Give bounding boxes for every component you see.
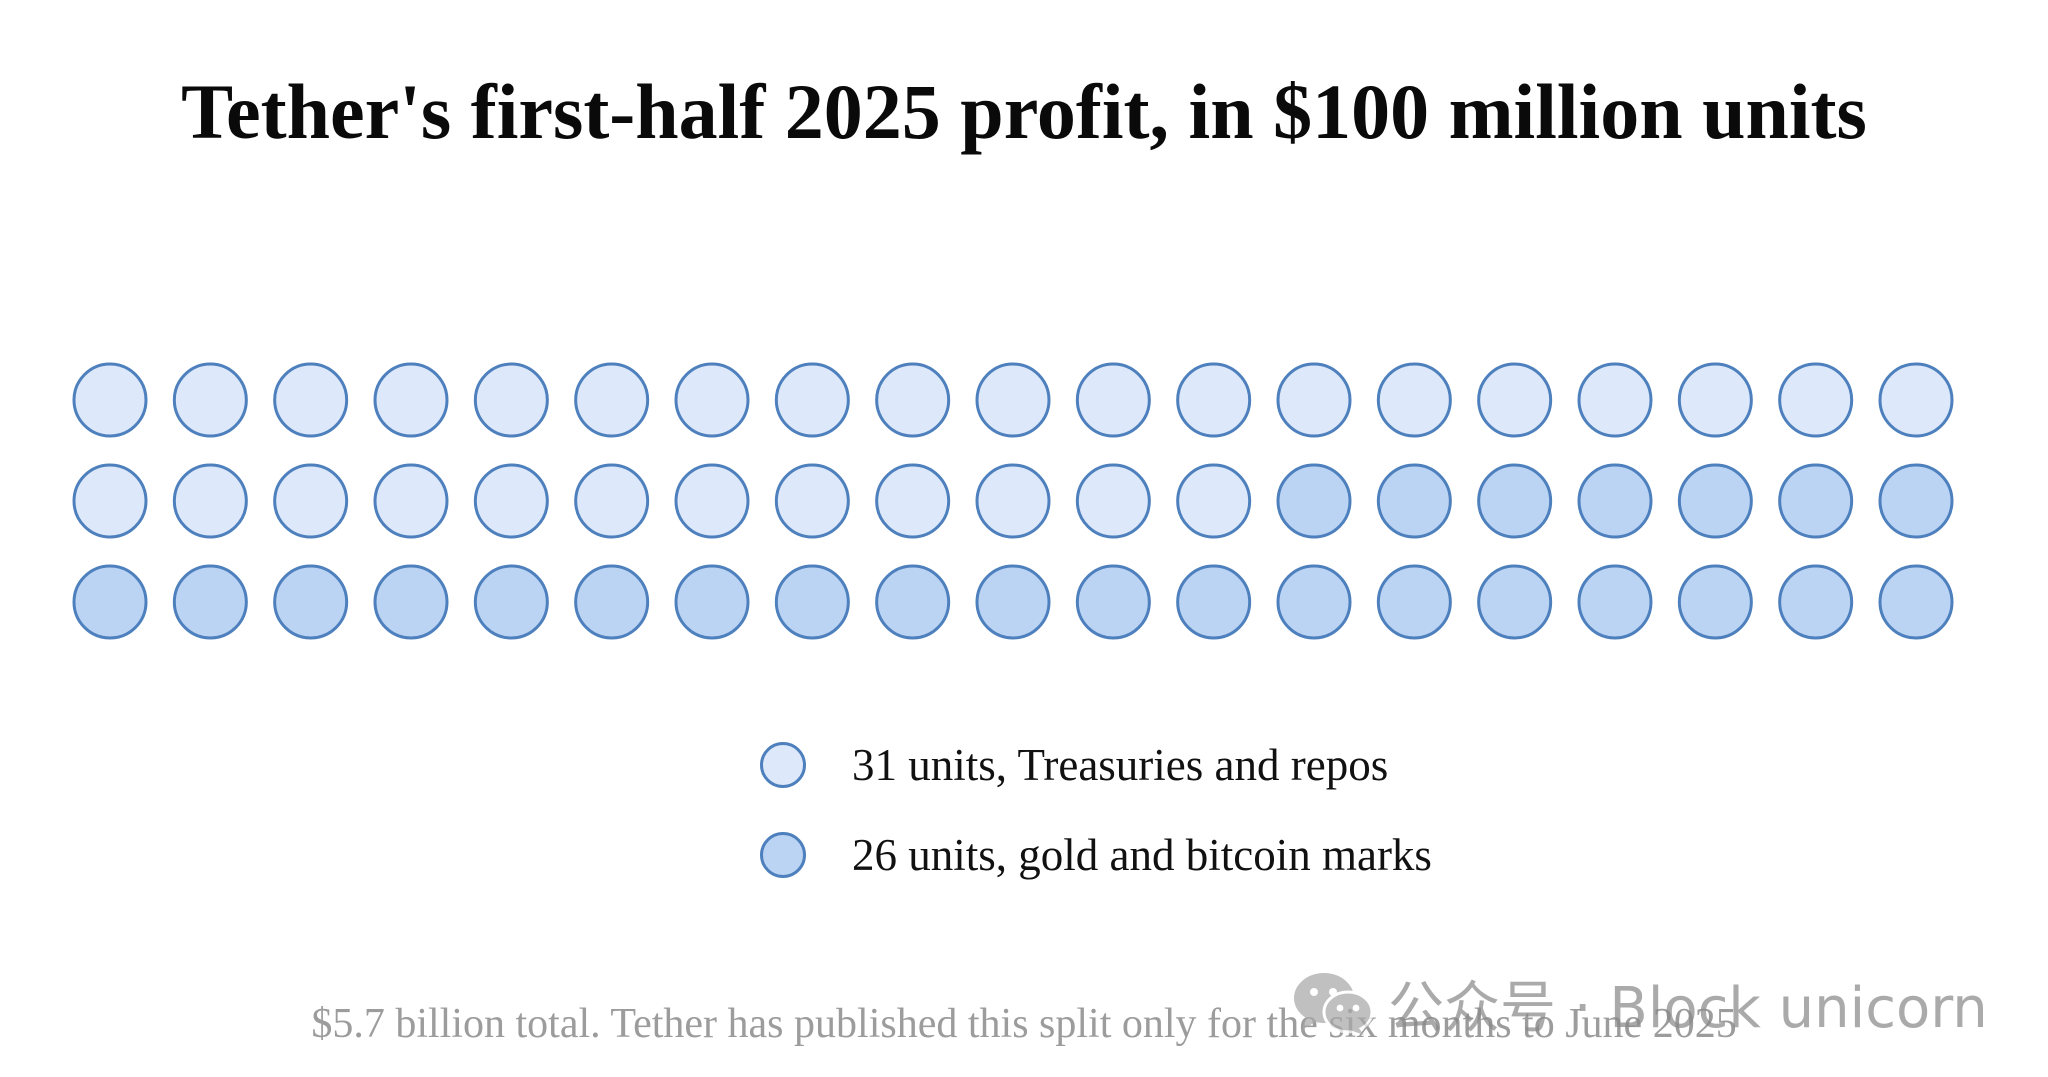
waffle-unit-gold-bitcoin xyxy=(574,564,650,640)
waffle-unit-gold-bitcoin xyxy=(1477,463,1553,539)
waffle-unit-gold-bitcoin xyxy=(1677,463,1753,539)
chart-title: Tether's first-half 2025 profit, in $100… xyxy=(181,68,1867,155)
waffle-unit-gold-bitcoin xyxy=(1075,564,1151,640)
waffle-unit-gold-bitcoin xyxy=(273,564,349,640)
waffle-unit-treasuries xyxy=(1176,362,1252,438)
waffle-unit-treasuries xyxy=(72,362,148,438)
waffle-unit-treasuries xyxy=(373,463,449,539)
waffle-unit-treasuries xyxy=(674,463,750,539)
waffle-unit-gold-bitcoin xyxy=(674,564,750,640)
waffle-unit-treasuries xyxy=(774,362,850,438)
waffle-unit-gold-bitcoin xyxy=(473,564,549,640)
waffle-unit-gold-bitcoin xyxy=(1778,564,1854,640)
wechat-icon xyxy=(1294,973,1374,1035)
waffle-unit-treasuries xyxy=(1778,362,1854,438)
waffle-unit-treasuries xyxy=(72,463,148,539)
waffle-unit-treasuries xyxy=(473,463,549,539)
waffle-unit-gold-bitcoin xyxy=(1276,564,1352,640)
waffle-unit-treasuries xyxy=(574,463,650,539)
waffle-unit-gold-bitcoin xyxy=(1276,463,1352,539)
waffle-unit-gold-bitcoin xyxy=(1878,463,1954,539)
legend-item-gold-bitcoin: 26 units, gold and bitcoin marks xyxy=(760,810,1432,900)
legend-item-treasuries: 31 units, Treasuries and repos xyxy=(760,720,1432,810)
legend-swatch-treasuries xyxy=(760,742,806,788)
waffle-unit-treasuries xyxy=(1075,463,1151,539)
watermark: 公众号 · Block unicorn xyxy=(1292,968,1988,1041)
waffle-unit-gold-bitcoin xyxy=(1176,564,1252,640)
waffle-unit-treasuries xyxy=(774,463,850,539)
chart-footnote: $5.7 billion total. Tether has published… xyxy=(311,1001,1737,1047)
waffle-unit-treasuries xyxy=(1075,362,1151,438)
waffle-unit-gold-bitcoin xyxy=(975,564,1051,640)
legend-label-gold-bitcoin: 26 units, gold and bitcoin marks xyxy=(852,830,1432,880)
waffle-unit-treasuries xyxy=(1376,362,1452,438)
waffle-unit-gold-bitcoin xyxy=(1577,463,1653,539)
waffle-unit-gold-bitcoin xyxy=(172,564,248,640)
waffle-unit-treasuries xyxy=(1176,463,1252,539)
waffle-unit-gold-bitcoin xyxy=(1376,564,1452,640)
waffle-unit-gold-bitcoin xyxy=(72,564,148,640)
waffle-unit-treasuries xyxy=(674,362,750,438)
waffle-unit-treasuries xyxy=(273,362,349,438)
waffle-unit-treasuries xyxy=(1276,362,1352,438)
waffle-unit-treasuries xyxy=(975,463,1051,539)
waffle-unit-gold-bitcoin xyxy=(1477,564,1553,640)
waffle-unit-gold-bitcoin xyxy=(774,564,850,640)
waffle-unit-treasuries xyxy=(875,362,951,438)
legend-swatch-gold-bitcoin xyxy=(760,832,806,878)
waffle-unit-treasuries xyxy=(172,362,248,438)
waffle-unit-treasuries xyxy=(1878,362,1954,438)
waffle-unit-gold-bitcoin xyxy=(373,564,449,640)
waffle-unit-treasuries xyxy=(172,463,248,539)
waffle-unit-gold-bitcoin xyxy=(1677,564,1753,640)
waffle-unit-gold-bitcoin xyxy=(1878,564,1954,640)
waffle-unit-treasuries xyxy=(1577,362,1653,438)
waffle-unit-treasuries xyxy=(473,362,549,438)
waffle-unit-gold-bitcoin xyxy=(1376,463,1452,539)
waffle-unit-gold-bitcoin xyxy=(1778,463,1854,539)
waffle-unit-treasuries xyxy=(1477,362,1553,438)
waffle-unit-treasuries xyxy=(574,362,650,438)
waffle-unit-gold-bitcoin xyxy=(1577,564,1653,640)
legend-label-treasuries: 31 units, Treasuries and repos xyxy=(852,740,1389,790)
waffle-unit-treasuries xyxy=(1677,362,1753,438)
waffle-unit-treasuries xyxy=(273,463,349,539)
watermark-text: 公众号 · Block unicorn xyxy=(1388,975,1988,1041)
waffle-unit-treasuries xyxy=(875,463,951,539)
waffle-unit-treasuries xyxy=(373,362,449,438)
chart-legend: 31 units, Treasuries and repos 26 units,… xyxy=(760,720,1432,900)
waffle-unit-gold-bitcoin xyxy=(875,564,951,640)
waffle-unit-treasuries xyxy=(975,362,1051,438)
